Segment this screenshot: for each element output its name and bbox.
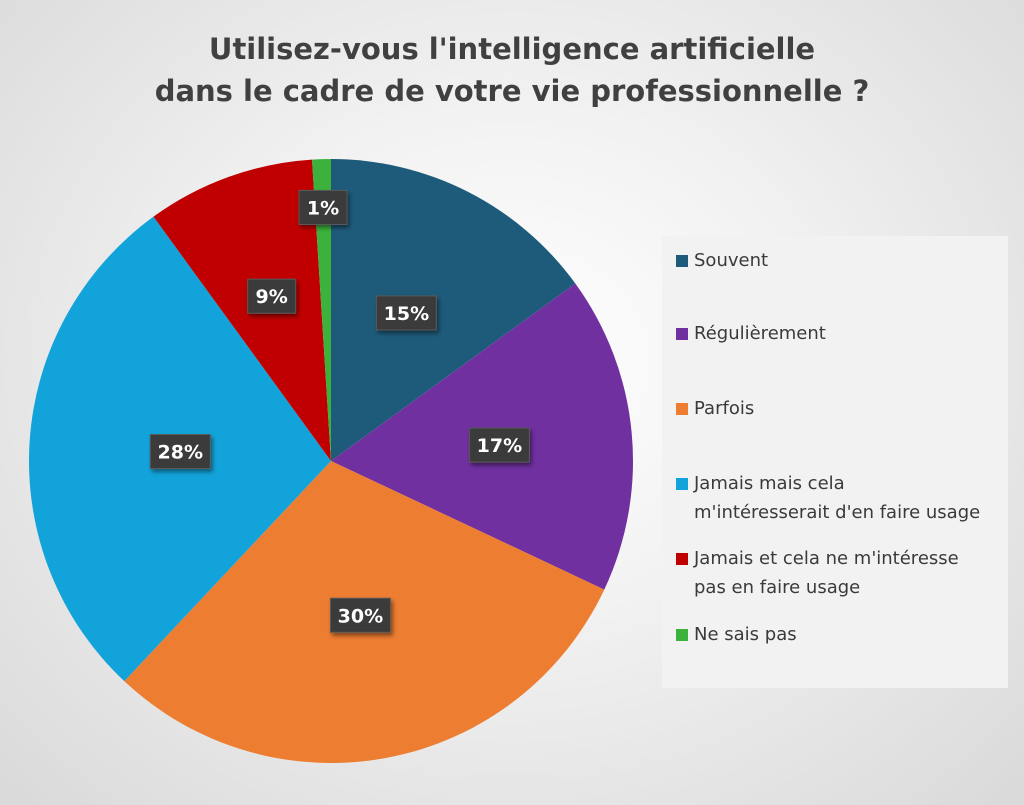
data-label-box-parfois — [329, 597, 391, 633]
legend-item-jamais-pas-interesse: Jamais et cela ne m'intéresse pas en fai… — [676, 544, 1014, 602]
legend-item-parfois: Parfois — [676, 394, 1014, 423]
data-label-text-ne-sais-pas: 1% — [307, 197, 339, 219]
data-label-regulierement: 17% — [468, 427, 530, 463]
legend-label-jamais-pas-interesse: Jamais et cela ne m'intéresse pas en fai… — [694, 548, 959, 598]
data-label-ne-sais-pas: 1% — [298, 189, 348, 225]
data-label-text-jamais-pas-interesse: 9% — [256, 286, 288, 308]
legend-swatch-jamais-pas-interesse — [676, 553, 688, 565]
chart-title: Utilisez-vous l'intelligence artificiell… — [0, 28, 1024, 112]
data-label-box-jamais-pas-interesse — [247, 278, 297, 314]
legend-label-regulierement: Régulièrement — [694, 323, 826, 344]
data-label-text-parfois: 30% — [338, 605, 383, 627]
legend-label-souvent: Souvent — [694, 250, 769, 271]
data-label-jamais-pas-interesse: 9% — [247, 278, 297, 314]
chart-title-line-2: dans le cadre de votre vie professionnel… — [154, 74, 870, 108]
legend-item-souvent: Souvent — [676, 246, 1014, 275]
data-label-text-regulierement: 17% — [477, 435, 522, 457]
legend-item-regulierement: Régulièrement — [676, 319, 1014, 348]
chart-legend: Souvent Régulièrement Parfois Jamais mai… — [662, 236, 1008, 688]
legend-label-ne-sais-pas: Ne sais pas — [694, 624, 797, 645]
legend-item-ne-sais-pas: Ne sais pas — [676, 620, 1014, 649]
chart-title-line-1: Utilisez-vous l'intelligence artificiell… — [208, 32, 816, 66]
data-label-box-ne-sais-pas — [298, 189, 348, 225]
legend-swatch-ne-sais-pas — [676, 629, 688, 641]
legend-swatch-souvent — [676, 255, 688, 267]
data-label-text-souvent: 15% — [384, 303, 429, 325]
legend-label-parfois: Parfois — [694, 398, 755, 419]
legend-swatch-regulierement — [676, 328, 688, 340]
legend-item-jamais-interesse: Jamais mais cela m'intéresserait d'en fa… — [676, 469, 1014, 527]
data-label-souvent: 15% — [375, 295, 437, 331]
pie-slices — [28, 159, 634, 763]
data-label-box-souvent — [375, 295, 437, 331]
data-label-jamais-interesse: 28% — [149, 434, 211, 470]
data-label-parfois: 30% — [329, 597, 391, 633]
legend-label-jamais-interesse: Jamais mais cela m'intéresserait d'en fa… — [694, 473, 981, 523]
pie-slice-souvent — [331, 159, 576, 461]
pie-data-labels: 15% 17% 30% 28% 9% 1% — [149, 189, 530, 633]
data-label-box-regulierement — [468, 427, 530, 463]
pie-slice-jamais-pas-interesse — [153, 159, 331, 461]
data-label-box-jamais-interesse — [149, 434, 211, 470]
legend-swatch-parfois — [676, 403, 688, 415]
pie-slice-ne-sais-pas — [312, 159, 331, 461]
legend-swatch-jamais-interesse — [676, 478, 688, 490]
data-label-text-jamais-interesse: 28% — [158, 442, 203, 464]
